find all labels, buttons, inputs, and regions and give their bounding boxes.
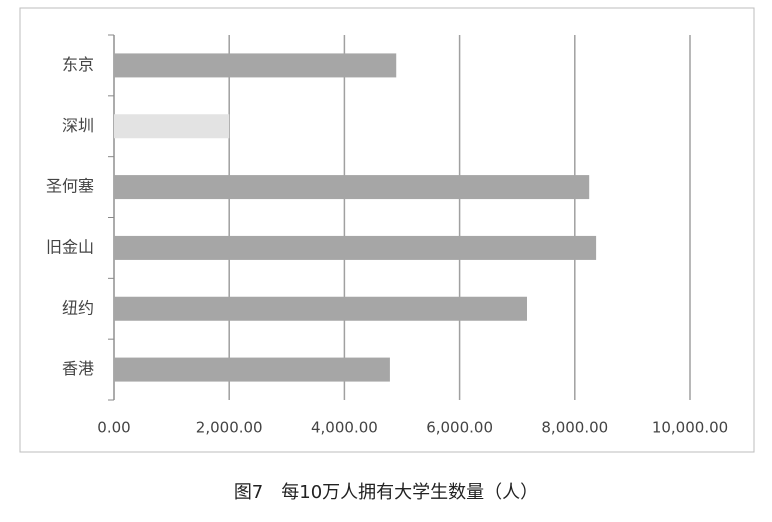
bar [114,357,390,382]
x-tick-label: 0.00 [97,419,130,437]
x-tick-label: 4,000.00 [311,419,378,437]
x-tick-label: 8,000.00 [541,419,608,437]
chart-border [19,7,755,453]
y-tick-label: 东京 [62,55,94,74]
x-tick-label: 10,000.00 [652,419,728,437]
bar [114,296,527,321]
y-tick-label: 香港 [62,359,94,378]
x-tick-label: 6,000.00 [426,419,493,437]
y-tick-label: 深圳 [62,116,94,135]
y-tick-label: 旧金山 [46,237,94,256]
y-tick-label: 圣何塞 [46,177,94,196]
bar [114,53,397,78]
y-tick-label: 纽约 [62,298,94,317]
bar [114,235,597,260]
bar [114,114,230,139]
bar [114,175,590,200]
x-tick-label: 2,000.00 [196,419,263,437]
chart-title: 图7 每10万人拥有大学生数量（人） [234,482,538,503]
